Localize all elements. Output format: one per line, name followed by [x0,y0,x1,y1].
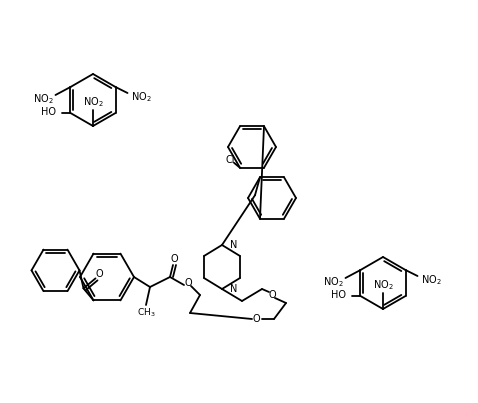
Text: HO: HO [42,107,56,117]
Text: Cl: Cl [225,155,235,165]
Text: N: N [230,284,238,294]
Text: O: O [184,278,192,288]
Text: N: N [230,240,238,250]
Text: O: O [268,290,276,300]
Text: NO$_2$: NO$_2$ [323,275,344,289]
Text: NO$_2$: NO$_2$ [131,90,152,104]
Text: O: O [252,314,260,324]
Text: NO$_2$: NO$_2$ [33,92,54,106]
Text: NO$_2$: NO$_2$ [421,273,442,287]
Text: O: O [96,269,103,279]
Text: NO$_2$: NO$_2$ [83,95,103,109]
Text: CH$_3$: CH$_3$ [137,307,155,319]
Text: O: O [170,254,178,264]
Text: NO$_2$: NO$_2$ [373,278,393,292]
Text: HO: HO [331,290,347,300]
